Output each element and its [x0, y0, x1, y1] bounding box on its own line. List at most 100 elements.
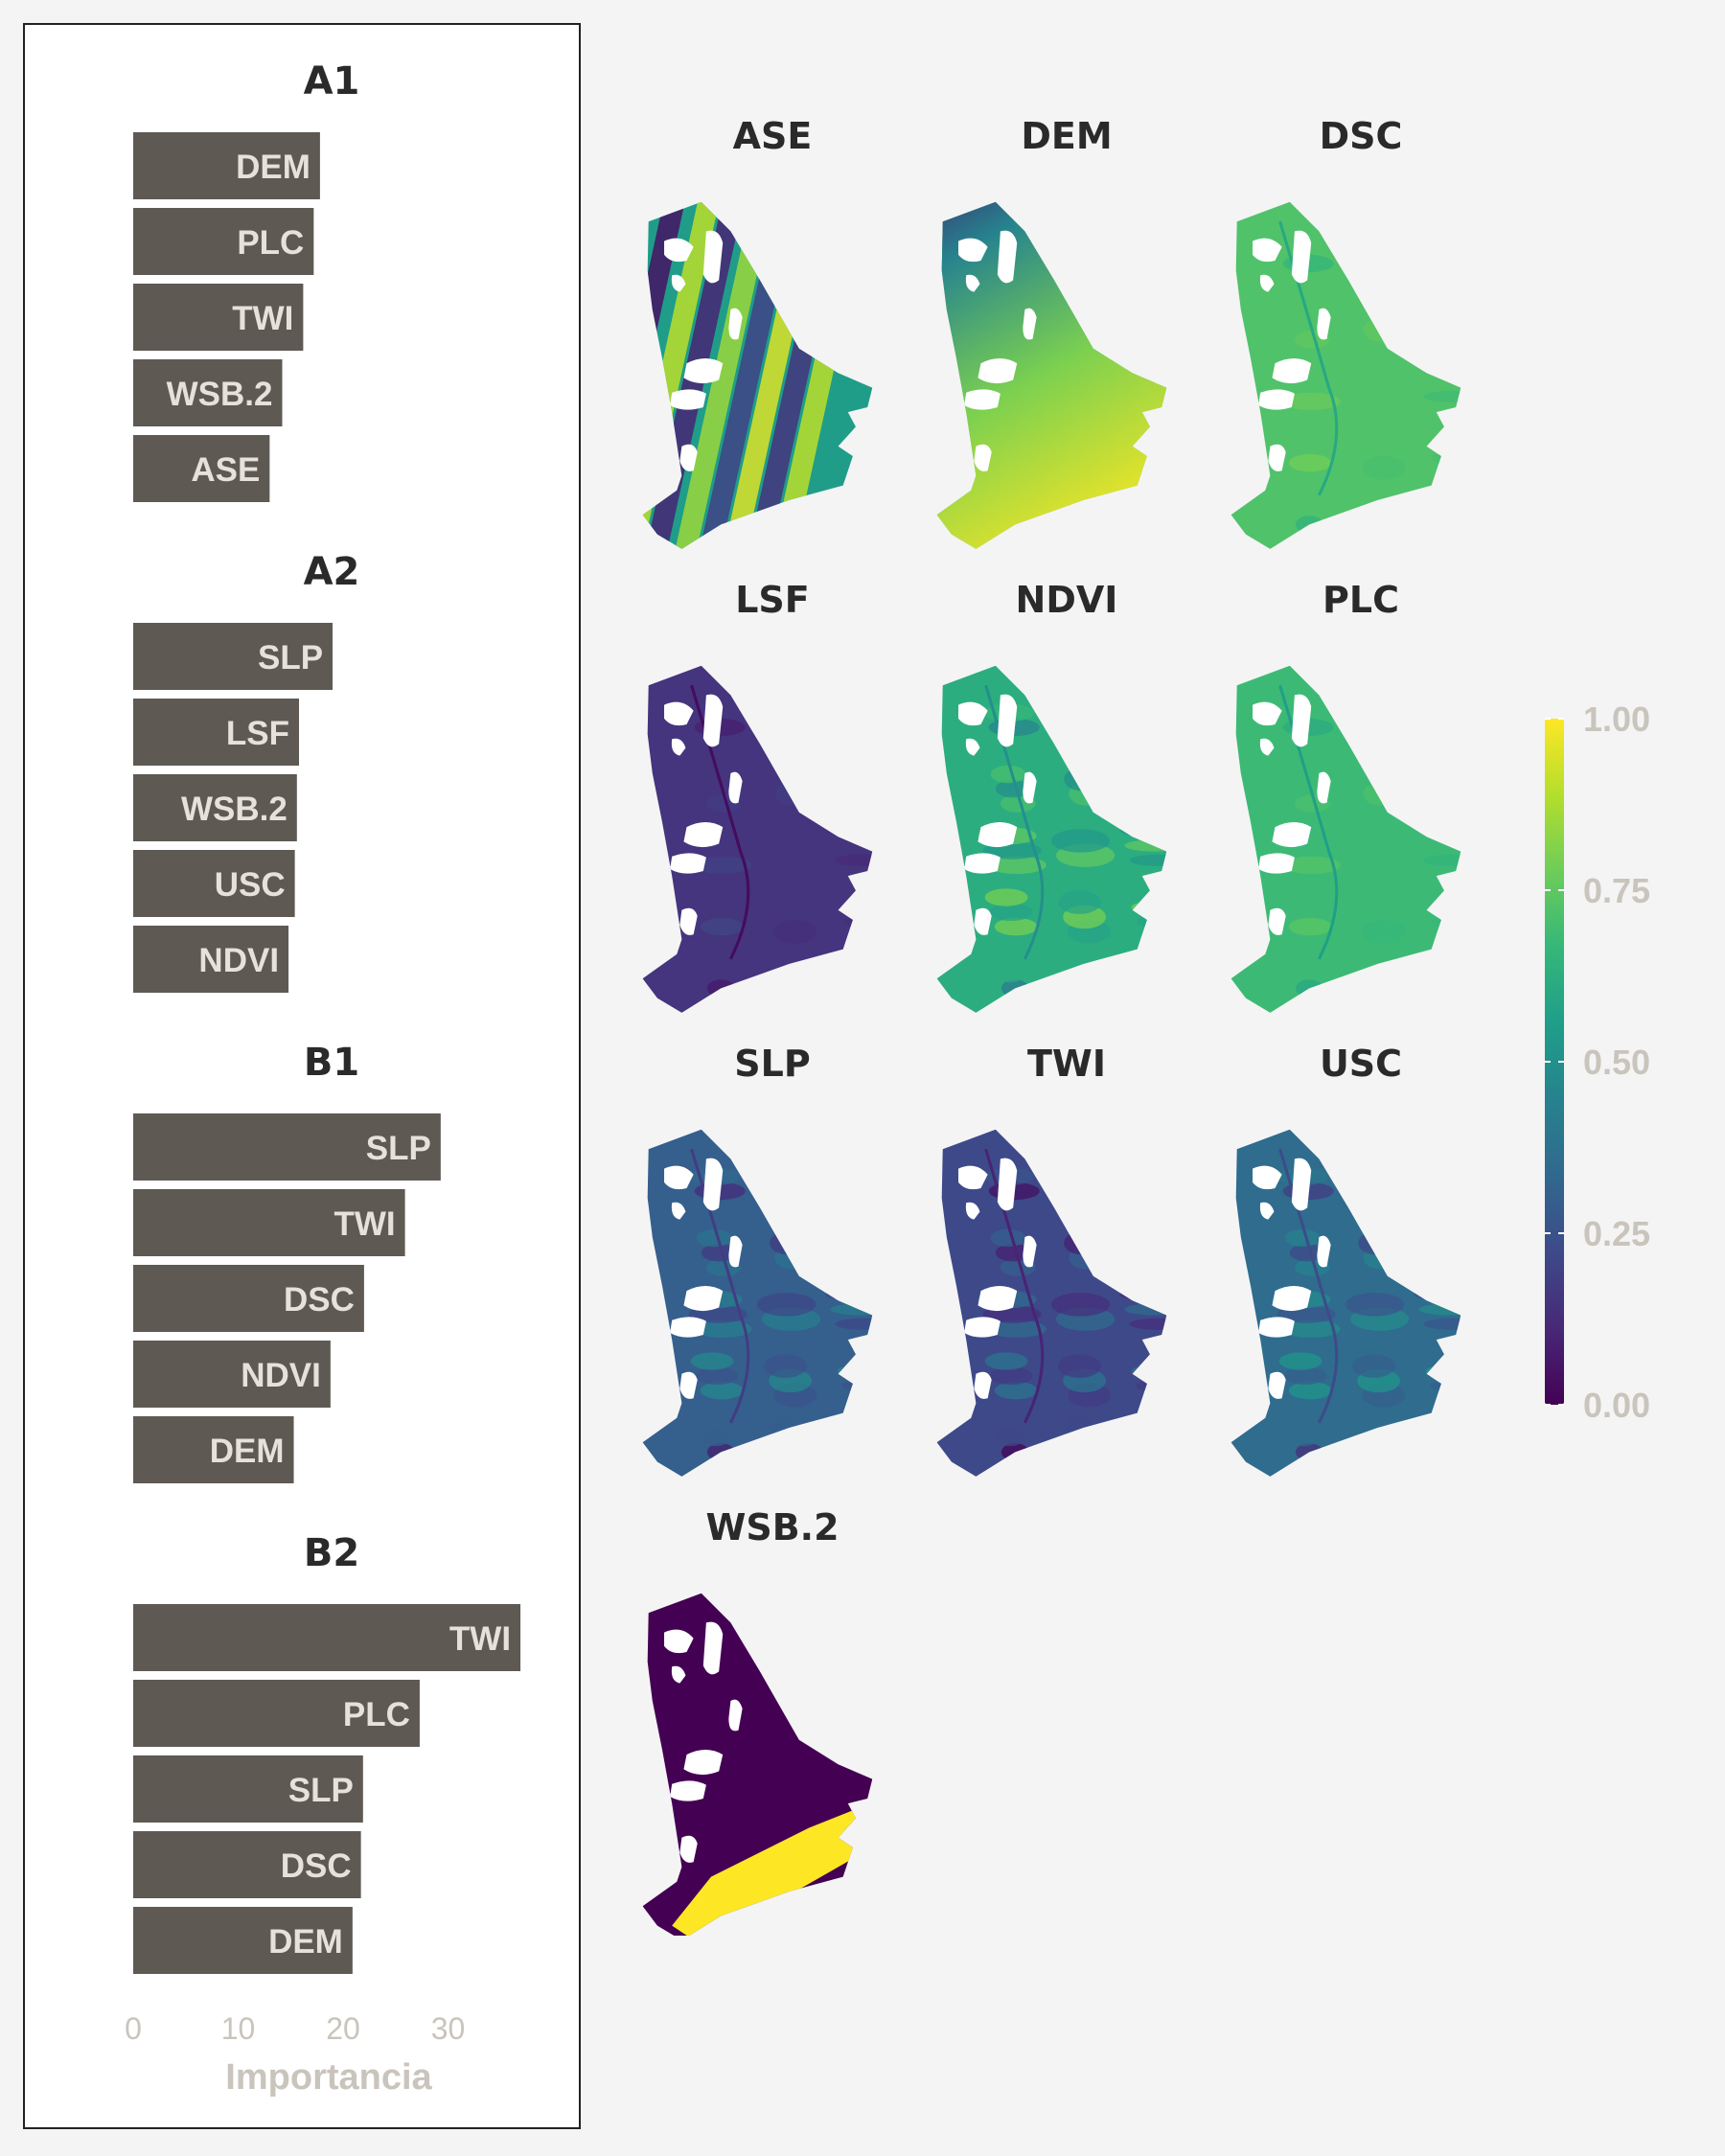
- map-texture: [1070, 1430, 1097, 1455]
- map-hole: [1272, 358, 1312, 384]
- map-texture: [841, 915, 873, 929]
- bar-label: PLC: [343, 1696, 410, 1733]
- panel-title-b1: B1: [304, 1041, 359, 1085]
- map-texture: [1359, 1415, 1387, 1440]
- map-texture: [936, 669, 961, 682]
- map-texture: [1356, 256, 1408, 281]
- map-texture: [696, 1228, 732, 1248]
- map-texture: [1000, 1443, 1029, 1461]
- map-texture: [1050, 1293, 1111, 1317]
- map-base: [1230, 201, 1461, 549]
- map-texture: [1057, 705, 1109, 730]
- bar-a2-wsb2: [133, 774, 297, 841]
- bar-label: WSB.2: [167, 376, 273, 413]
- map-hole: [997, 1158, 1018, 1211]
- map-hole: [671, 1202, 686, 1220]
- map-usc: USC: [1230, 1043, 1461, 1477]
- map-texture: [1423, 390, 1461, 402]
- colorbar-legend: 0.00 0.25 0.50 0.75 1.00: [1545, 700, 1650, 1425]
- map-texture: [843, 1426, 872, 1439]
- map-texture: [836, 1180, 873, 1193]
- map-texture: [1425, 1365, 1461, 1377]
- map-texture: [1368, 981, 1396, 1005]
- map-ase: ASE: [642, 115, 873, 549]
- bar-b2-dem: [133, 1907, 353, 1974]
- bar-a2-lsf: [133, 699, 300, 766]
- bar-b1-slp: [133, 1113, 441, 1181]
- map-hole: [1317, 308, 1331, 340]
- map-texture: [984, 1352, 1028, 1370]
- map-hole: [1023, 771, 1037, 804]
- map-hole: [978, 822, 1018, 848]
- colorbar-tick-label: 1.00: [1583, 700, 1650, 739]
- map-texture: [700, 1381, 744, 1400]
- map-texture: [693, 1319, 752, 1339]
- map-texture: [1142, 1441, 1167, 1454]
- map-texture: [994, 1381, 1038, 1400]
- map-title: PLC: [1322, 579, 1399, 621]
- map-hole: [664, 1629, 694, 1654]
- map-texture: [1295, 516, 1323, 534]
- map-hole: [683, 1750, 724, 1776]
- map-texture: [1414, 1289, 1461, 1301]
- map-texture: [773, 920, 817, 944]
- map-texture: [1436, 792, 1461, 805]
- panel-title-b2: B2: [304, 1531, 359, 1575]
- map-hole: [702, 1621, 724, 1675]
- map-texture: [1124, 1303, 1167, 1316]
- bar-label: NDVI: [241, 1357, 321, 1394]
- map-hole: [1258, 389, 1295, 410]
- map-texture: [838, 1227, 873, 1240]
- map-hole: [683, 358, 724, 384]
- map-texture: [1351, 1169, 1403, 1194]
- map-title: SLP: [734, 1043, 810, 1085]
- map-texture: [1436, 329, 1461, 341]
- map-hole: [1258, 853, 1295, 874]
- map-texture: [841, 1379, 873, 1392]
- map-hole: [679, 907, 698, 935]
- map-texture: [1051, 691, 1103, 715]
- bar-label: WSB.2: [181, 791, 288, 828]
- map-texture: [987, 856, 1046, 875]
- map-hole: [728, 771, 743, 804]
- map-hole: [1023, 308, 1037, 340]
- map-hole: [1291, 1158, 1312, 1211]
- x-tick-label: 20: [326, 2011, 360, 2046]
- map-texture: [1430, 915, 1461, 929]
- map-texture: [1135, 1195, 1167, 1207]
- map-texture: [1050, 829, 1111, 853]
- map-base: [936, 1129, 1167, 1477]
- map-texture: [1058, 1354, 1101, 1378]
- map-hole: [1259, 738, 1275, 756]
- map-texture: [1062, 720, 1114, 745]
- map-base: [642, 665, 873, 1013]
- bar-a2-usc: [133, 850, 295, 917]
- map-texture: [1424, 1180, 1461, 1193]
- map-dem: DEM: [936, 115, 1167, 549]
- map-hole: [670, 853, 706, 874]
- map-texture: [1119, 1289, 1167, 1301]
- map-texture: [1131, 901, 1167, 913]
- bar-label: TWI: [232, 300, 293, 337]
- colorbar-tick-label: 0.25: [1583, 1214, 1650, 1253]
- map-texture: [757, 1155, 809, 1179]
- map-texture: [1352, 1354, 1395, 1378]
- panel-title-a2: A2: [304, 550, 360, 594]
- map-texture: [1281, 1319, 1341, 1339]
- bar-label: SLP: [288, 1772, 354, 1809]
- map-texture: [830, 1303, 873, 1316]
- map-hole: [671, 738, 686, 756]
- map-texture: [770, 1415, 798, 1440]
- map-hole: [670, 1317, 706, 1338]
- map-base: [1230, 1129, 1461, 1477]
- map-texture: [1051, 1155, 1103, 1179]
- map-hole: [1253, 701, 1282, 726]
- bar-b1-ndvi: [133, 1341, 331, 1408]
- map-texture: [1295, 979, 1323, 998]
- map-texture: [1119, 825, 1167, 837]
- bar-label: DSC: [284, 1281, 355, 1319]
- map-texture: [1363, 318, 1399, 342]
- map-hole: [1272, 822, 1312, 848]
- map-hole: [974, 1371, 992, 1399]
- bar-a2-slp: [133, 623, 334, 690]
